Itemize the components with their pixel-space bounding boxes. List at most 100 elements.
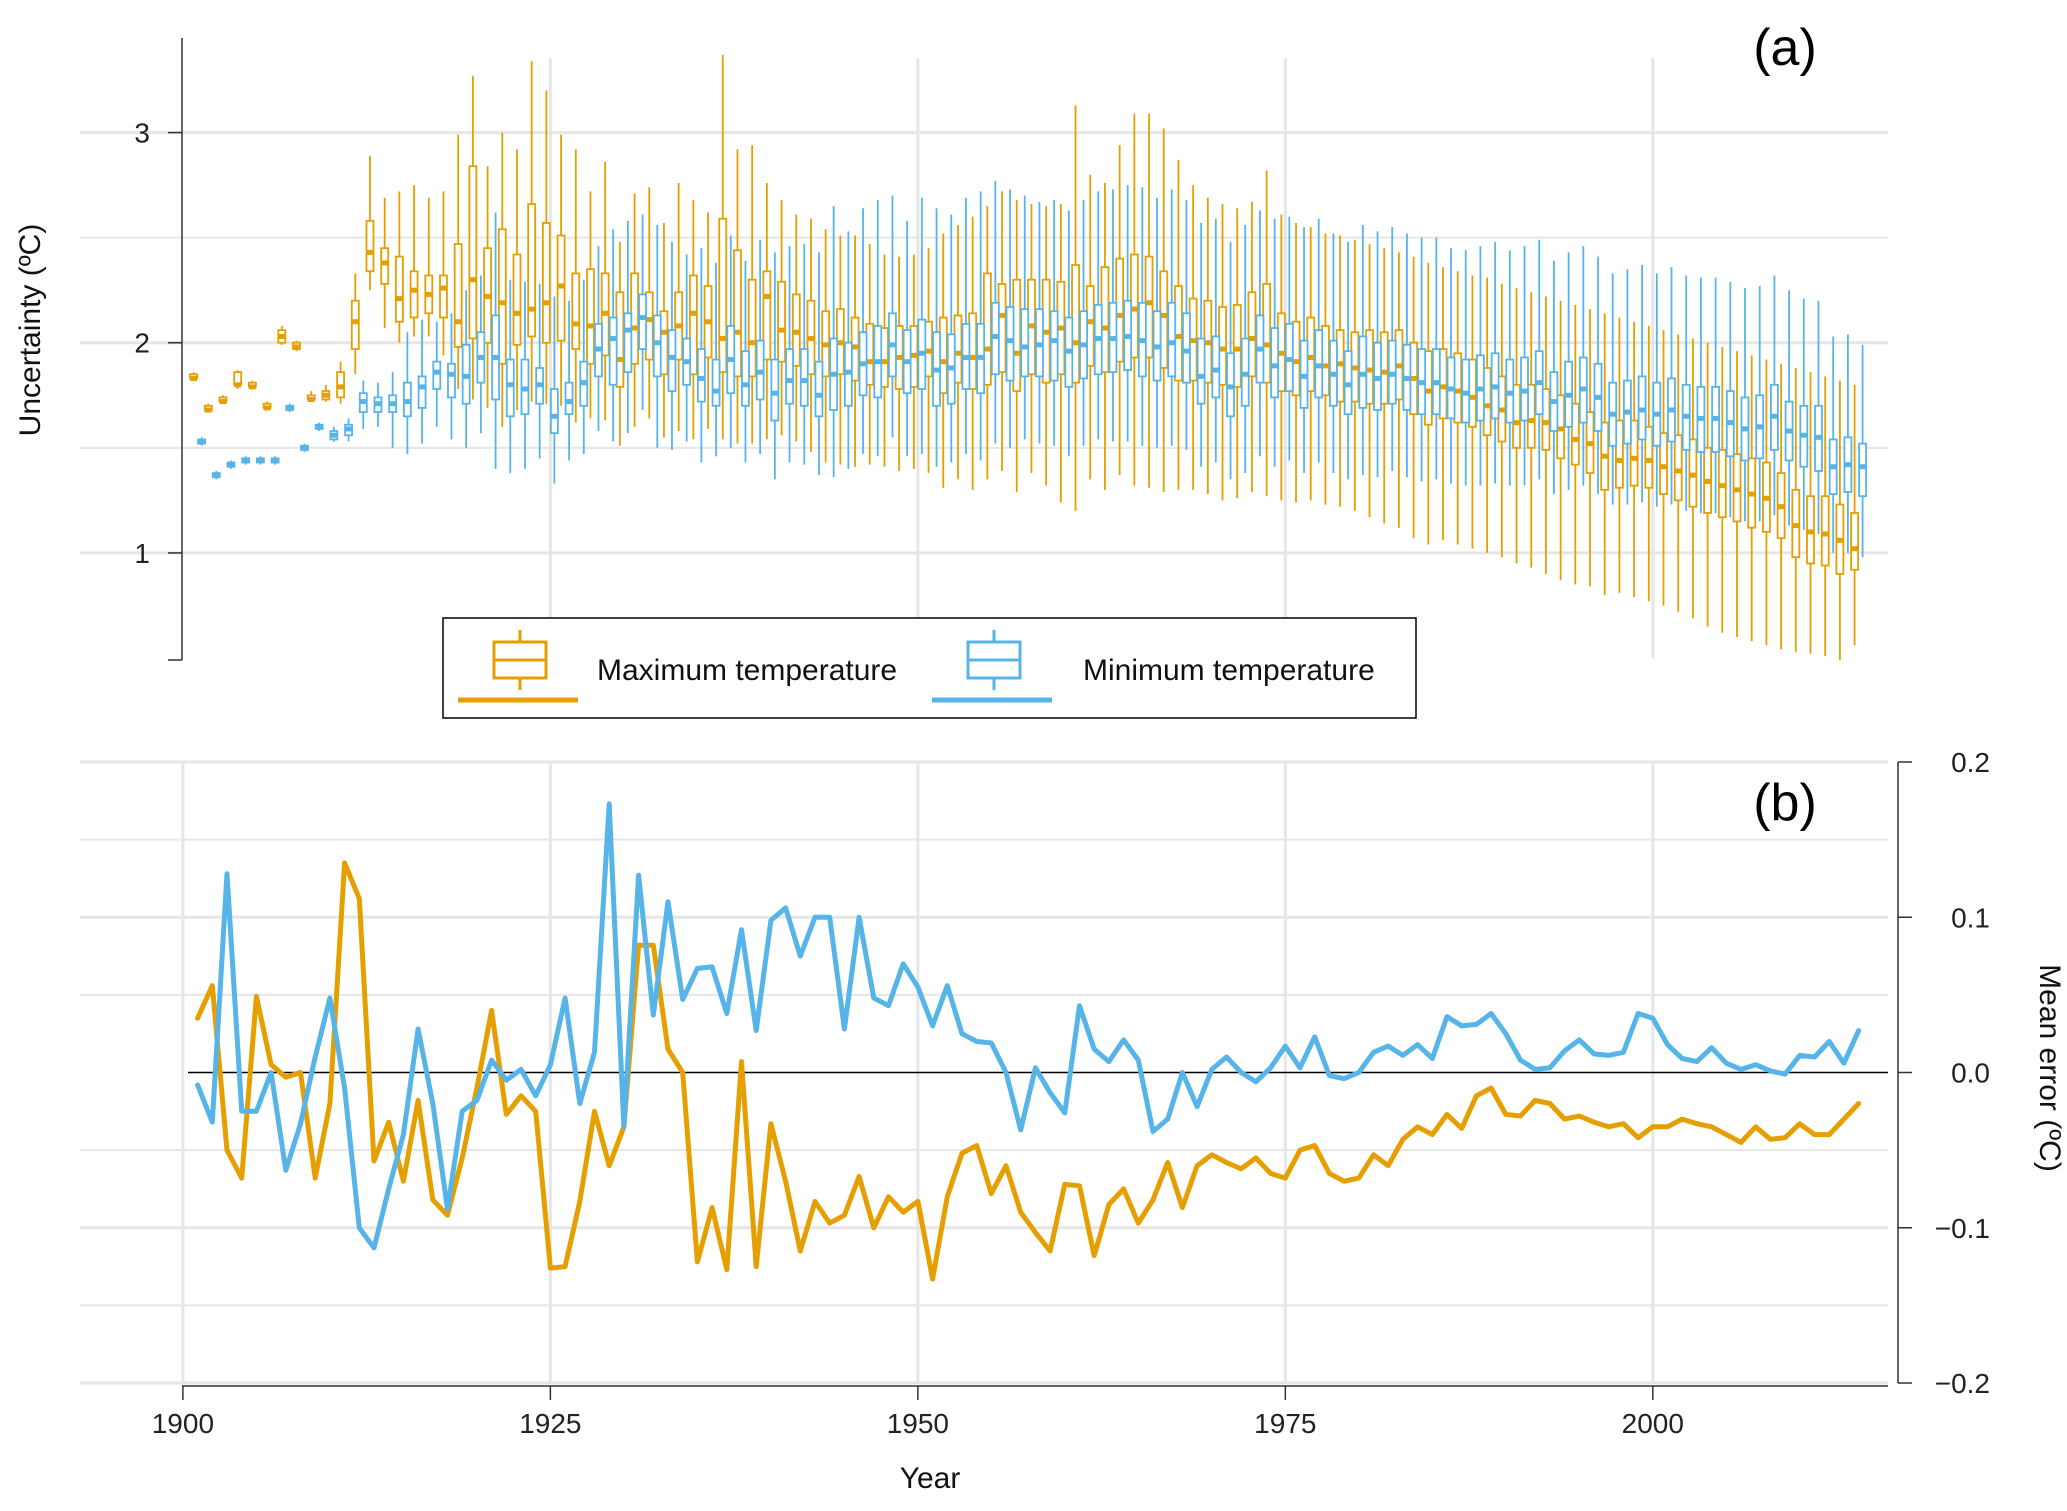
- min-box: [711, 358, 721, 407]
- min-box-median: [1829, 464, 1837, 470]
- min-box: [1270, 327, 1280, 399]
- max-box-median: [1689, 472, 1697, 478]
- max-box-median: [998, 312, 1006, 318]
- min-box-median: [844, 369, 852, 375]
- panel-b-lines: [188, 801, 1888, 1282]
- max-box-median: [1042, 329, 1050, 335]
- max-box: [777, 280, 786, 363]
- max-box: [453, 243, 463, 348]
- min-box-median: [639, 315, 647, 321]
- min-box-median: [1006, 338, 1014, 344]
- max-box: [733, 249, 742, 378]
- max-box-median: [1733, 487, 1741, 493]
- max-box-median: [1513, 420, 1521, 426]
- max-box-median: [1718, 483, 1726, 489]
- min-box-median: [962, 354, 970, 360]
- min-box: [1005, 306, 1015, 382]
- min-box-median: [1506, 390, 1514, 396]
- min-box-median: [1476, 386, 1484, 392]
- max-box-median: [1630, 455, 1638, 461]
- min-box-median: [374, 401, 382, 407]
- y-tick-label: 0.2: [1951, 747, 1990, 778]
- y-tick-label: 0.0: [1951, 1058, 1990, 1089]
- max-box-median: [1645, 457, 1653, 463]
- max-box-median: [1351, 365, 1359, 371]
- max-box-median: [513, 310, 521, 316]
- max-box: [571, 272, 581, 350]
- max-box: [1629, 419, 1639, 487]
- x-tick-label: 2000: [1622, 1408, 1684, 1439]
- max-box-median: [983, 346, 991, 352]
- min-box: [696, 348, 706, 403]
- min-box-median: [462, 373, 470, 379]
- min-box-median: [668, 354, 676, 360]
- max-box-median: [204, 407, 212, 413]
- min-box-median: [1579, 386, 1587, 392]
- min-box-median: [242, 457, 250, 463]
- max-box: [439, 274, 448, 319]
- min-box-median: [1315, 363, 1323, 369]
- max-box-median: [292, 344, 300, 350]
- min-box-median: [1094, 336, 1102, 342]
- y-tick-label: 2: [134, 328, 150, 359]
- max-box-median: [1527, 418, 1535, 424]
- max-box-median: [807, 336, 815, 342]
- min-box-median: [271, 457, 279, 463]
- max-box: [409, 270, 419, 319]
- min-box: [1020, 308, 1030, 378]
- min-box: [785, 348, 794, 405]
- min-box-median: [1815, 434, 1823, 440]
- legend-min-key: [932, 630, 1052, 703]
- min-box-median: [1668, 407, 1676, 413]
- max-box-median: [1248, 336, 1256, 342]
- max-box-median: [792, 329, 800, 335]
- max-box-median: [263, 405, 271, 411]
- max-box-median: [616, 357, 624, 363]
- max-box-median: [395, 296, 403, 302]
- min-box-median: [1329, 371, 1337, 377]
- max-box: [1850, 512, 1860, 571]
- min-box-median: [227, 462, 235, 468]
- max-box-median: [307, 396, 315, 402]
- max-box: [1673, 434, 1683, 502]
- min-box-median: [447, 371, 455, 377]
- panel-a-axes: [168, 38, 183, 661]
- min-box-median: [1462, 390, 1470, 396]
- min-box-median: [580, 380, 588, 386]
- max-box-median: [498, 300, 506, 306]
- min-box-median: [212, 472, 220, 478]
- min-box: [1167, 301, 1177, 378]
- max-box-median: [880, 359, 888, 365]
- min-box-median: [1638, 407, 1646, 413]
- min-box-median: [198, 439, 206, 445]
- min-box: [770, 358, 780, 422]
- max-box-median: [1851, 546, 1859, 552]
- x-tick-label: 1900: [152, 1408, 214, 1439]
- max-box-median: [1424, 388, 1432, 394]
- max-box-median: [895, 354, 903, 360]
- panel-a-y-ticks: 1 2 3: [134, 118, 182, 569]
- max-box-median: [822, 342, 830, 348]
- legend-max-label: Maximum temperature: [597, 654, 897, 687]
- min-box-median: [1212, 367, 1220, 373]
- min-box-median: [756, 369, 764, 375]
- min-box-median: [1241, 371, 1249, 377]
- max-box-median: [939, 359, 947, 365]
- min-box-median: [1712, 415, 1720, 421]
- max-box-median: [1380, 369, 1388, 375]
- min-box-median: [786, 378, 794, 384]
- min-box: [608, 316, 618, 386]
- max-box: [1541, 388, 1551, 451]
- y-tick-label: −0.1: [1935, 1213, 1990, 1244]
- x-tick-label: 1925: [519, 1408, 581, 1439]
- y-tick-label: 0.1: [1951, 902, 1990, 933]
- max-box-median: [925, 348, 933, 354]
- max-box-median: [1336, 361, 1344, 367]
- min-box-median: [1403, 375, 1411, 381]
- min-box-median: [286, 405, 294, 411]
- max-box-median: [851, 344, 859, 350]
- min-box-median: [609, 336, 617, 342]
- panel-b-y-axis-title: Mean error (ºC): [2033, 964, 2066, 1172]
- min-box-median: [492, 354, 500, 360]
